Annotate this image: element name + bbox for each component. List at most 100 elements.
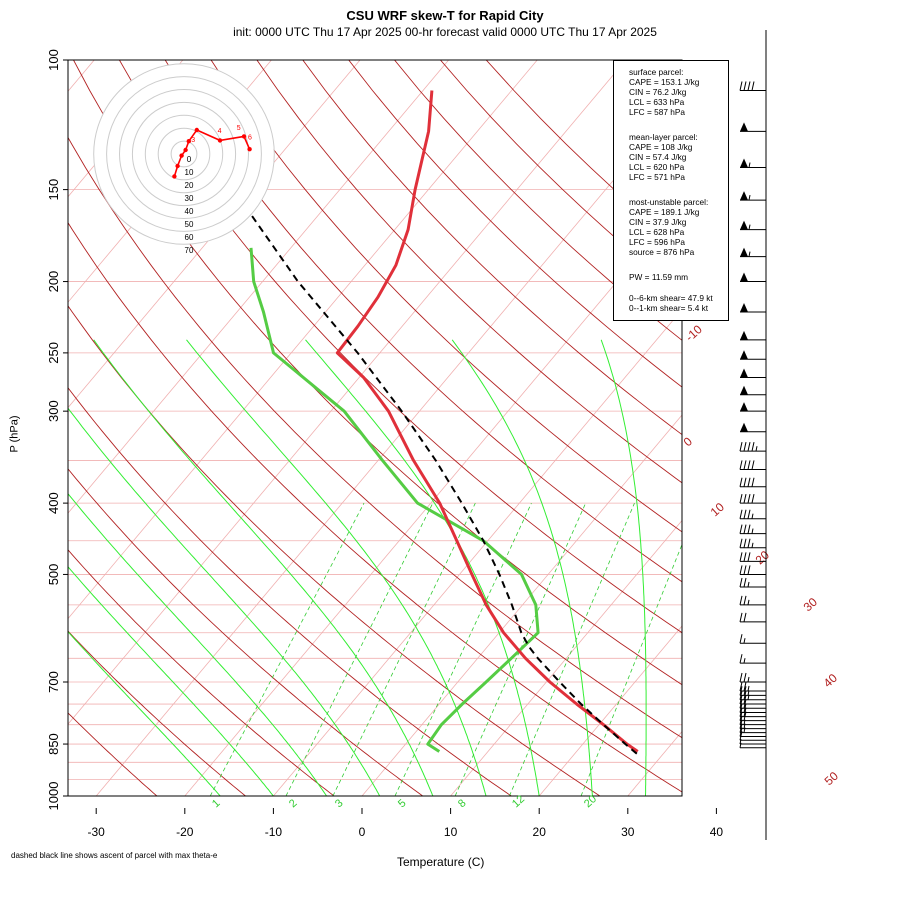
mixing-ratio-line — [210, 503, 364, 796]
wind-barb-full — [744, 478, 746, 487]
wind-barb-full — [748, 478, 750, 487]
wind-barb-full — [744, 494, 746, 503]
x-axis-label: Temperature (C) — [397, 855, 484, 869]
wind-barb — [740, 596, 766, 605]
wind-barb-full — [740, 613, 742, 622]
isotherm-line — [894, 60, 900, 796]
wind-barb-full — [740, 634, 742, 643]
wind-barb-full — [748, 81, 750, 90]
y-tick-label: 700 — [46, 671, 61, 693]
wind-barb — [740, 368, 766, 377]
wind-barb-flag — [740, 273, 748, 282]
wind-barb-flag — [740, 221, 748, 230]
wind-barb-flag — [740, 402, 748, 411]
pw-line: PW = 11.59 mm — [629, 272, 688, 282]
wind-barb-full — [740, 654, 742, 663]
y-tick-label: 100 — [46, 49, 61, 71]
dry-adiabat-label: 40 — [821, 671, 841, 691]
wind-barb — [740, 159, 766, 168]
wind-barb-full — [740, 565, 742, 574]
wind-barb-full — [748, 442, 750, 451]
wind-barb-full — [744, 442, 746, 451]
wind-barb — [740, 248, 766, 257]
wind-barb-full — [744, 673, 746, 682]
wind-barb — [740, 578, 766, 587]
wind-barb-full — [744, 613, 746, 622]
wind-barb — [740, 743, 766, 748]
dry-adiabat-line — [257, 60, 900, 796]
wind-barb-flag — [740, 331, 748, 340]
parcel-info-box: surface parcel: CAPE = 153.1 J/kg CIN = … — [613, 60, 729, 321]
wind-barb — [740, 81, 766, 90]
hodograph-point-label: 3 — [191, 137, 195, 144]
wind-barb-half — [752, 514, 753, 519]
wind-barb-flag — [740, 386, 748, 395]
wind-barb-full — [740, 494, 742, 503]
wind-barb-half — [748, 686, 749, 691]
wind-barb-flag — [740, 248, 748, 257]
info-line: most-unstable parcel: — [629, 197, 708, 207]
wind-barb-flag — [740, 423, 748, 432]
y-tick-label: 500 — [46, 564, 61, 586]
wind-barb — [740, 460, 766, 469]
hodograph-point — [175, 164, 179, 168]
wind-barb — [740, 478, 766, 487]
hodograph-ring-label: 10 — [185, 168, 194, 177]
hodograph-point-label: 6 — [248, 135, 252, 142]
hodograph-point-label: 5 — [237, 125, 241, 132]
mean-layer-parcel-block: mean-layer parcel: CAPE = 108 J/kg CIN =… — [629, 132, 698, 182]
wind-barb — [740, 613, 766, 622]
info-line: LFC = 571 hPa — [629, 172, 698, 182]
wind-barb — [740, 191, 766, 200]
info-line: CAPE = 108 J/kg — [629, 142, 698, 152]
hodograph-ring-label: 60 — [185, 233, 194, 242]
wind-barb — [740, 303, 766, 312]
info-line: LFC = 596 hPa — [629, 237, 708, 247]
wind-barb-half — [744, 638, 745, 643]
wind-barb-half — [756, 446, 757, 451]
info-line: CIN = 57.4 J/kg — [629, 152, 698, 162]
wind-barb — [740, 525, 766, 534]
mixing-ratio-line — [395, 503, 531, 796]
wind-barb-full — [744, 510, 746, 519]
y-tick-label: 150 — [46, 179, 61, 201]
wind-barb-full — [740, 525, 742, 534]
wind-barb — [740, 442, 766, 451]
wind-barb-full — [740, 478, 742, 487]
hodograph-ring-label: 0 — [187, 155, 192, 164]
wind-barb-full — [748, 539, 750, 548]
chart-title: CSU WRF skew-T for Rapid City — [0, 8, 890, 23]
dry-adiabat-label: 0 — [681, 434, 696, 449]
hodograph-ring-label: 50 — [185, 220, 194, 229]
wind-barb-half — [749, 163, 750, 168]
wind-barb — [740, 423, 766, 432]
hodograph-point — [247, 147, 251, 151]
footnote: dashed black line shows ascent of parcel… — [11, 851, 217, 860]
wind-barb-full — [752, 442, 754, 451]
wind-barb-full — [740, 578, 742, 587]
hodograph-point-label: 4 — [218, 128, 222, 135]
wind-barb — [740, 654, 766, 663]
info-line: CIN = 76.2 J/kg — [629, 87, 699, 97]
mixing-ratio-label: 3 — [333, 797, 346, 810]
dry-adiabat-label: -10 — [683, 322, 705, 344]
y-tick-label: 250 — [46, 342, 61, 364]
wind-barb-half — [744, 658, 745, 663]
hodograph-ring-label: 20 — [185, 181, 194, 190]
isotherm-line — [805, 60, 900, 796]
mixing-ratio-label: 1 — [210, 797, 223, 810]
wind-barb-full — [740, 539, 742, 548]
mixing-ratio-label: 8 — [456, 797, 469, 810]
info-line: LCL = 633 hPa — [629, 97, 699, 107]
wind-barb — [740, 682, 766, 691]
mixing-ratio-label: 2 — [287, 797, 300, 810]
wind-barb-full — [740, 673, 742, 682]
y-tick-label: 200 — [46, 271, 61, 293]
dry-adiabat-label: 20 — [753, 548, 773, 568]
wind-barb — [740, 510, 766, 519]
wind-barb-full — [752, 81, 754, 90]
wind-barb-flag — [740, 122, 748, 131]
wind-barb-flag — [740, 368, 748, 377]
wind-barb-half — [748, 677, 749, 682]
wind-barb — [740, 273, 766, 282]
